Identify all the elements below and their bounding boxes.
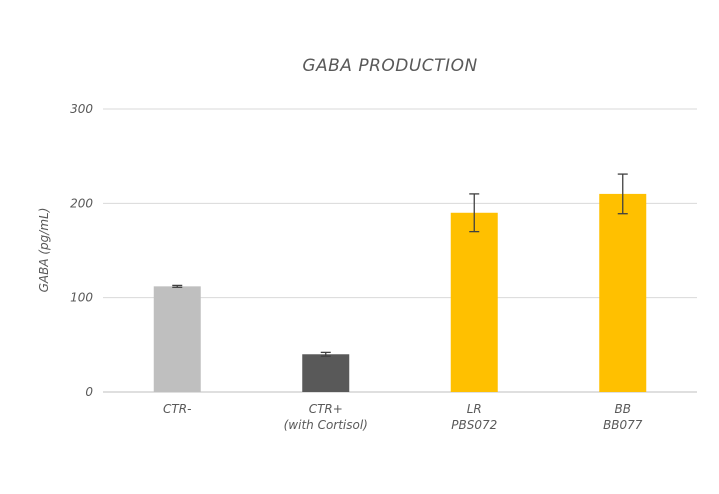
category-labels: CTR- CTR+ (with Cortisol) LR PBS072 BB BB077 xyxy=(163,402,643,432)
error-bar xyxy=(617,173,628,215)
gridlines xyxy=(103,108,697,393)
y-tick-label: 100 xyxy=(70,291,93,305)
category-label: (with Cortisol) xyxy=(284,418,368,432)
y-tick-label: 200 xyxy=(70,196,93,210)
y-tick-label: 300 xyxy=(70,102,93,116)
category-label: PBS072 xyxy=(451,418,497,432)
category-label: CTR+ xyxy=(309,402,343,416)
error-bar xyxy=(172,284,183,288)
y-tick-label: 0 xyxy=(85,385,93,399)
bars xyxy=(153,193,647,392)
error-bars xyxy=(172,173,628,357)
chart-title: GABA PRODUCTION xyxy=(302,56,477,76)
error-bar xyxy=(320,351,331,357)
category-label: BB xyxy=(615,402,631,416)
bar xyxy=(153,286,201,392)
error-bar xyxy=(469,193,480,233)
category-label: LR xyxy=(467,402,482,416)
bar xyxy=(302,354,350,392)
category-label: BB077 xyxy=(603,418,643,432)
y-axis-label: GABA (pg/mL) xyxy=(37,208,51,293)
bar xyxy=(599,193,647,392)
bar xyxy=(450,212,498,392)
y-tick-labels: 0 100 200 300 xyxy=(70,102,93,399)
category-label: CTR- xyxy=(163,402,191,416)
